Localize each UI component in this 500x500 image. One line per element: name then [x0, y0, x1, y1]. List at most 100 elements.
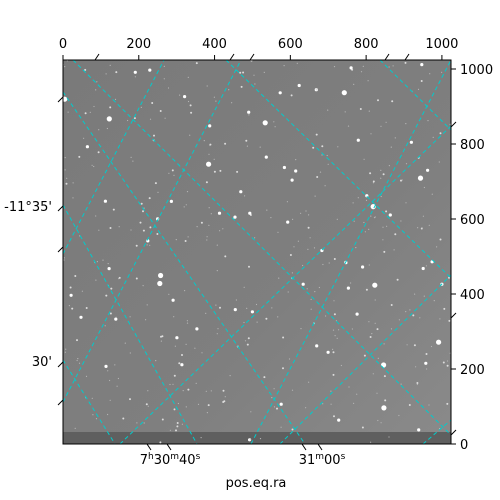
star-dot: [63, 96, 68, 102]
star-dot: [344, 111, 346, 113]
star-dot: [169, 383, 171, 386]
star-dot: [382, 173, 385, 176]
world-tick-mark: [57, 96, 64, 103]
star-dot: [129, 352, 131, 354]
star-dot: [103, 199, 107, 203]
world-tick-mark: [146, 443, 152, 451]
star-dot: [155, 360, 157, 362]
world-tick-mark: [94, 53, 100, 61]
star-dot: [159, 110, 162, 112]
star-dot: [307, 226, 310, 229]
star-dot: [277, 231, 279, 233]
star-dot: [149, 118, 152, 120]
grid-line: [225, 60, 451, 279]
right-tick-label: 600: [460, 213, 485, 228]
star-dot: [77, 358, 79, 360]
star-dot: [217, 211, 222, 215]
star-dot: [109, 106, 112, 109]
star-dot: [235, 299, 237, 301]
star-dot: [380, 195, 382, 198]
star-dot: [398, 414, 400, 417]
star-dot: [282, 367, 284, 370]
star-dot: [365, 199, 368, 201]
star-dot: [368, 321, 370, 323]
star-dot: [246, 343, 249, 346]
star-dot: [421, 266, 425, 271]
star-dot: [179, 94, 181, 96]
star-dot: [93, 165, 95, 168]
star-dot: [206, 161, 212, 167]
star-dot: [253, 74, 255, 76]
world-tick-mark: [57, 246, 64, 253]
star-dot: [308, 381, 310, 383]
star-dot: [346, 286, 350, 290]
star-dot: [409, 140, 413, 144]
star-dot: [412, 314, 415, 317]
star-dot: [406, 344, 408, 346]
star-dot: [213, 158, 215, 160]
star-dot: [229, 375, 231, 377]
star-dot: [181, 423, 183, 425]
star-dot: [64, 169, 66, 171]
ra-superscript-m2: m: [315, 452, 324, 462]
star-dot: [107, 263, 109, 265]
star-dot: [398, 319, 400, 321]
star-dot: [174, 345, 176, 347]
star-dot: [300, 328, 302, 330]
ra-superscript-m: m: [170, 452, 179, 462]
star-dot: [333, 415, 335, 418]
star-dot: [355, 247, 357, 249]
star-dot: [400, 383, 402, 385]
star-dot: [247, 110, 251, 114]
star-dot: [189, 104, 192, 107]
star-dot: [291, 272, 293, 274]
star-dot: [385, 121, 387, 123]
star-dot: [263, 71, 265, 73]
star-dot: [431, 193, 433, 195]
star-dot: [422, 215, 424, 217]
star-dot: [278, 277, 280, 279]
top-tick-label: 400: [202, 37, 227, 52]
star-dot: [78, 362, 81, 364]
star-dot: [180, 363, 184, 367]
star-dot: [122, 417, 125, 420]
coordinate-grid: [63, 60, 451, 444]
star-dot: [89, 111, 91, 113]
star-dot: [64, 351, 66, 353]
star-dot: [109, 227, 112, 229]
star-dot: [161, 335, 164, 338]
star-dot: [183, 206, 185, 208]
star-dot: [333, 300, 335, 302]
star-dot: [380, 177, 382, 179]
star-dot: [156, 233, 159, 235]
star-dot: [168, 293, 170, 295]
star-dot: [96, 81, 98, 83]
star-dot: [305, 407, 307, 409]
star-dot: [383, 375, 386, 378]
axis-ticks: 0 200 400 600 800 1000 0 200 400 600 800 1000: [57, 37, 493, 453]
star-dot: [405, 123, 407, 125]
star-dot: [85, 145, 89, 149]
right-tick-label: 400: [460, 288, 485, 303]
grid-line: [63, 359, 116, 444]
star-dot: [84, 112, 87, 115]
star-dot: [98, 229, 100, 231]
star-dot: [173, 408, 176, 411]
star-dot: [312, 146, 315, 149]
star-dot: [250, 310, 254, 314]
star-dot: [369, 336, 372, 338]
star-dot: [205, 312, 207, 314]
star-dot: [114, 98, 117, 100]
star-dot: [105, 73, 107, 75]
top-tick-label: 800: [354, 37, 379, 52]
star-dot: [92, 414, 94, 416]
star-dot: [396, 278, 399, 281]
star-dot: [428, 224, 430, 226]
star-dot: [314, 291, 316, 293]
star-dot: [85, 307, 88, 309]
star-dot: [446, 360, 449, 362]
star-dot: [69, 286, 72, 289]
star-dot: [276, 407, 278, 410]
star-dot: [222, 228, 224, 230]
